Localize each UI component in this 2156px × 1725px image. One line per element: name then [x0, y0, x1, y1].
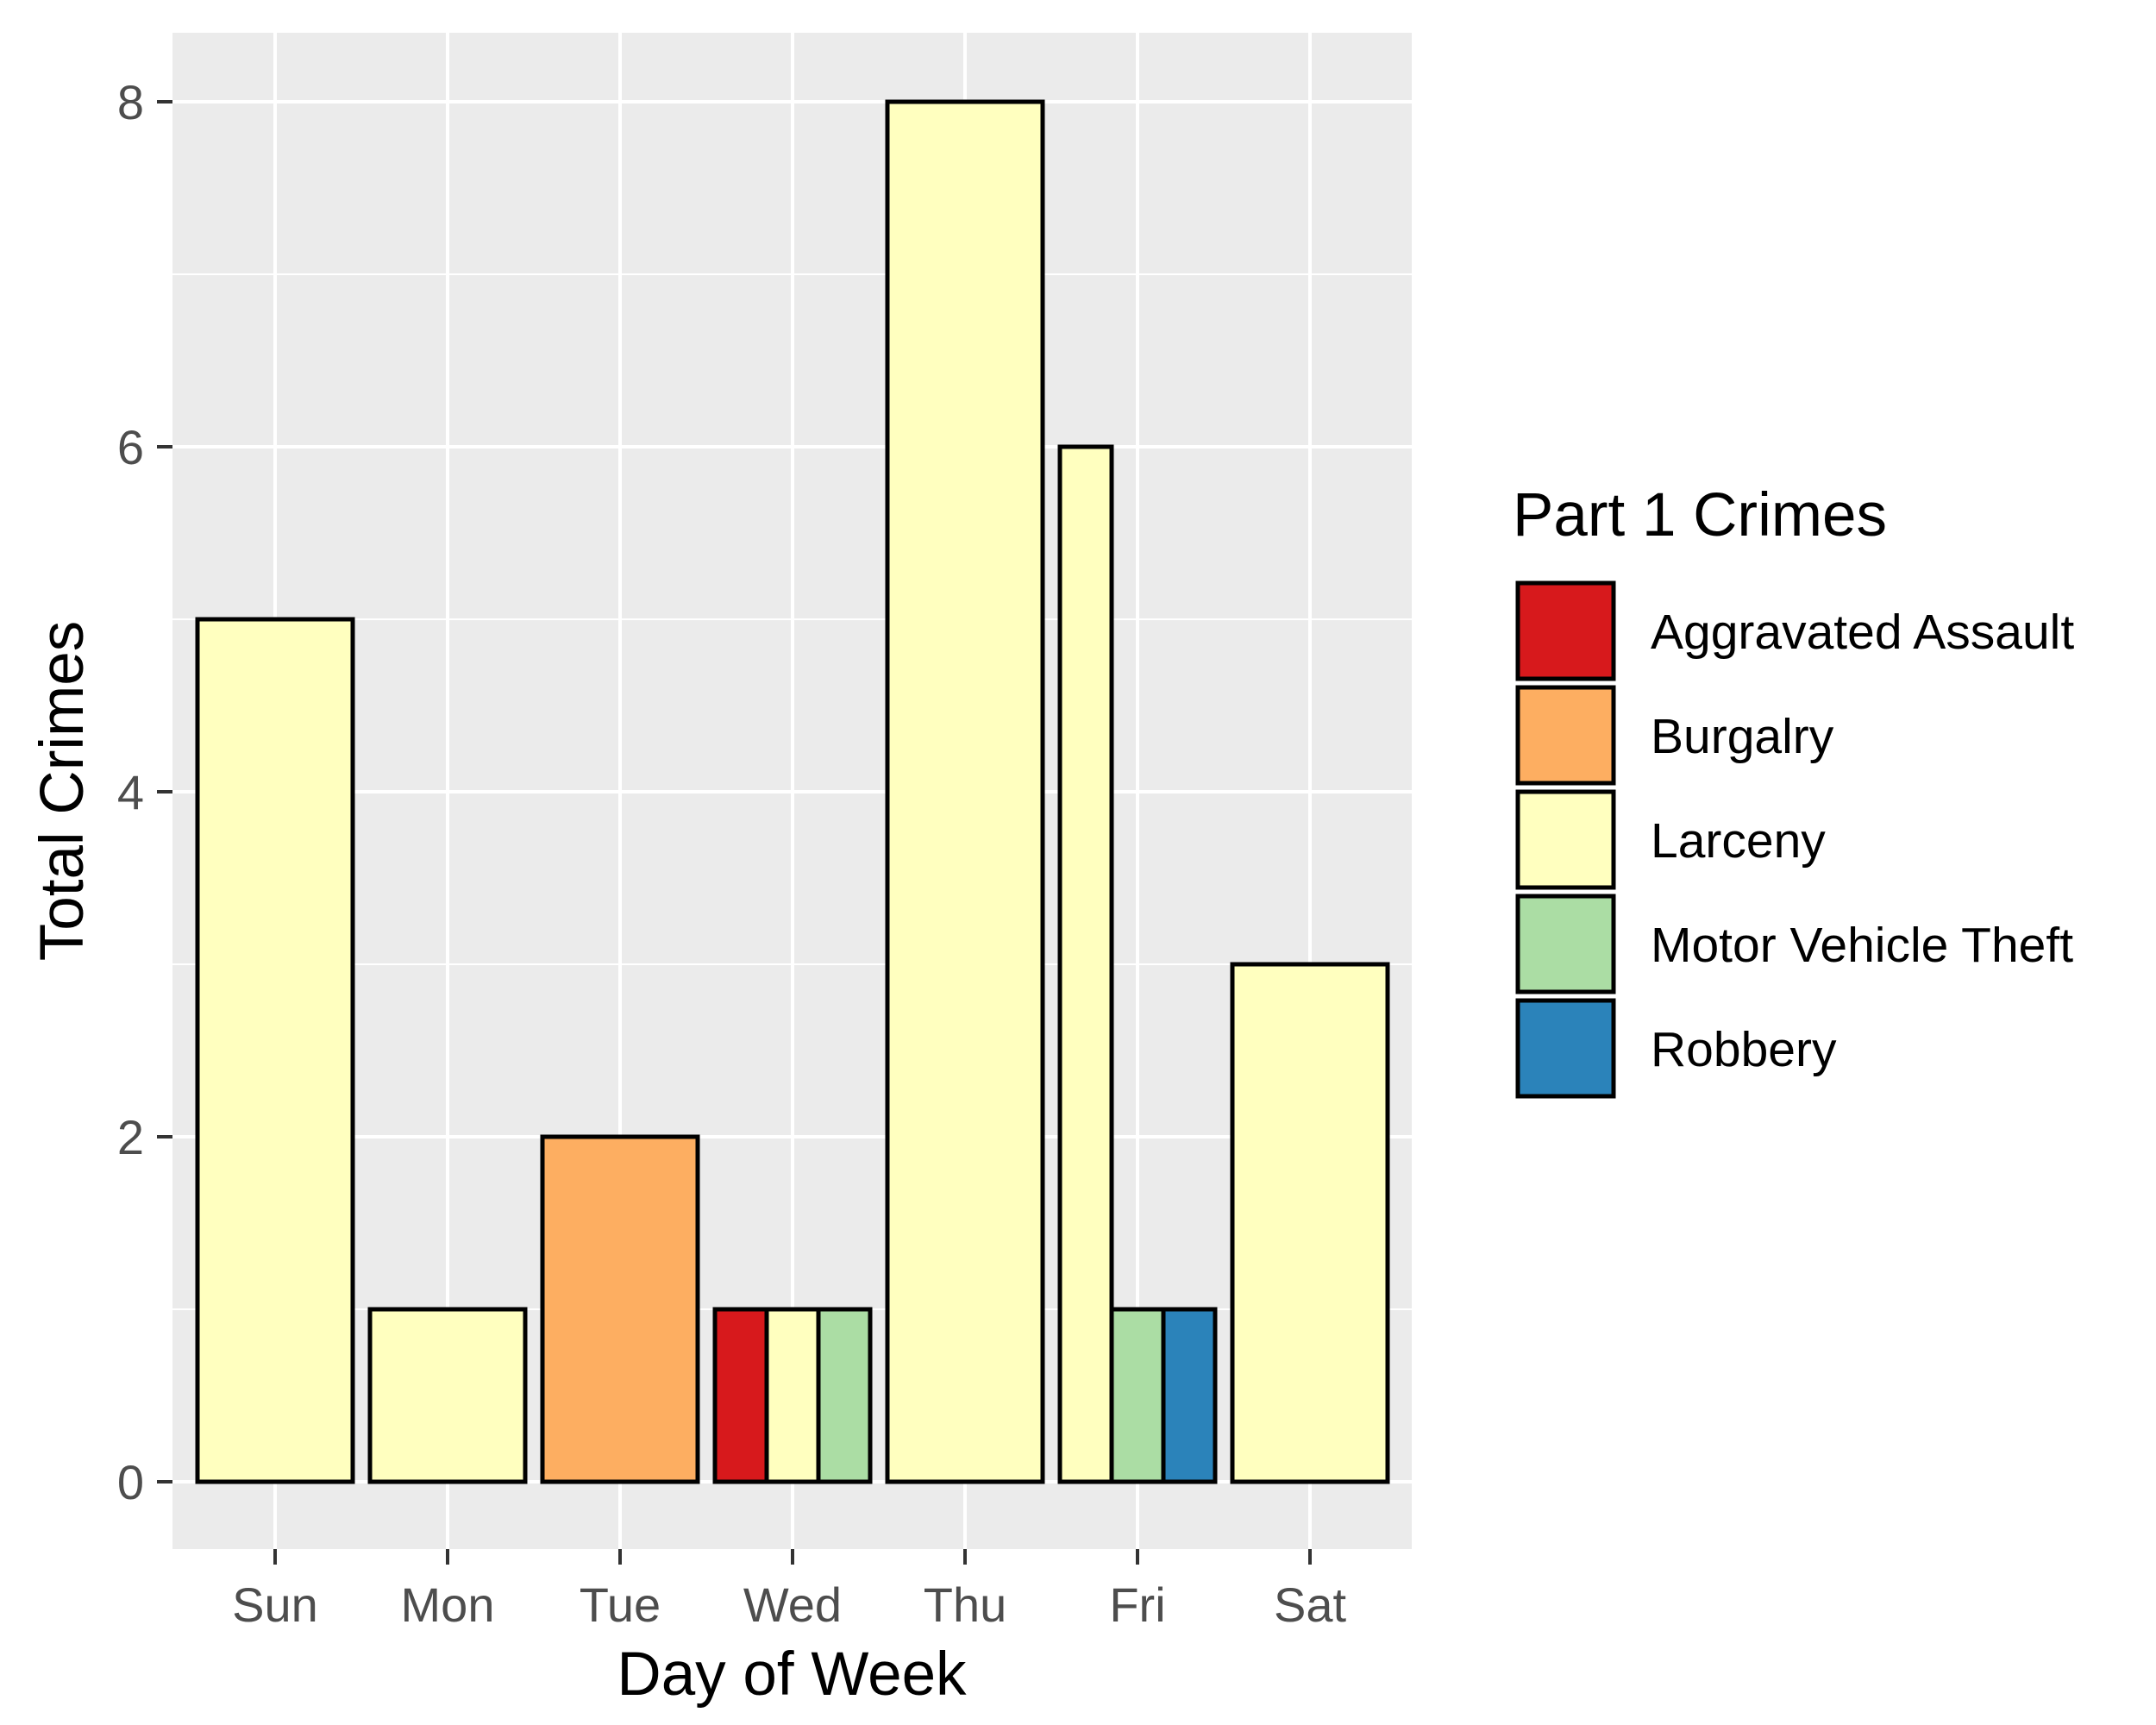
x-axis: Sun Mon Tue Wed Thu Fri Sat: [232, 1549, 1346, 1632]
y-tick-label: 6: [117, 420, 144, 474]
y-axis-title: Total Crimes: [28, 621, 97, 962]
legend-label-larceny: Larceny: [1651, 813, 1826, 869]
legend-key-aggravated-assault: [1515, 580, 1616, 681]
bar-thu-larceny: [885, 99, 1045, 1484]
y-tick-label: 2: [117, 1110, 144, 1164]
bar-sat-larceny: [1230, 962, 1390, 1484]
legend: Part 1 Crimes Aggravated Assault Burgalry…: [1513, 481, 2074, 1099]
bar-wed-aggravated-assault: [712, 1307, 769, 1484]
legend-label-burgalry: Burgalry: [1651, 709, 1834, 764]
y-axis: 0 2 4 6 8: [117, 75, 172, 1509]
bar-fri-motor-vehicle-theft: [1109, 1307, 1166, 1484]
legend-label-aggravated-assault: Aggravated Assault: [1651, 605, 2074, 660]
x-tick-label-thu: Thu: [924, 1578, 1007, 1632]
bar-fri-larceny: [1057, 444, 1114, 1484]
x-tick-label-mon: Mon: [401, 1578, 495, 1632]
bar-tue-burgalry: [540, 1134, 700, 1484]
bar-fri-robbery: [1161, 1307, 1218, 1484]
legend-label-motor-vehicle-theft: Motor Vehicle Theft: [1651, 918, 2073, 973]
bar-wed-larceny: [764, 1307, 821, 1484]
x-tick-label-tue: Tue: [580, 1578, 661, 1632]
y-tick-label: 4: [117, 765, 144, 819]
x-tick-label-sat: Sat: [1274, 1578, 1346, 1632]
legend-key-burgalry: [1515, 685, 1616, 786]
legend-label-robbery: Robbery: [1651, 1022, 1837, 1077]
y-tick-label: 8: [117, 75, 144, 129]
legend-title: Part 1 Crimes: [1513, 481, 1887, 549]
x-axis-title: Day of Week: [617, 1640, 967, 1709]
bars-layer: [195, 99, 1390, 1484]
y-tick-label: 0: [117, 1455, 144, 1509]
legend-key-robbery: [1515, 998, 1616, 1099]
x-tick-label-wed: Wed: [743, 1578, 842, 1632]
bar-mon-larceny: [367, 1307, 528, 1484]
bar-sun-larceny: [195, 617, 355, 1484]
legend-key-motor-vehicle-theft: [1515, 894, 1616, 994]
bar-wed-motor-vehicle-theft: [816, 1307, 873, 1484]
x-tick-label-fri: Fri: [1109, 1578, 1165, 1632]
legend-key-larceny: [1515, 789, 1616, 890]
x-tick-label-sun: Sun: [232, 1578, 318, 1632]
